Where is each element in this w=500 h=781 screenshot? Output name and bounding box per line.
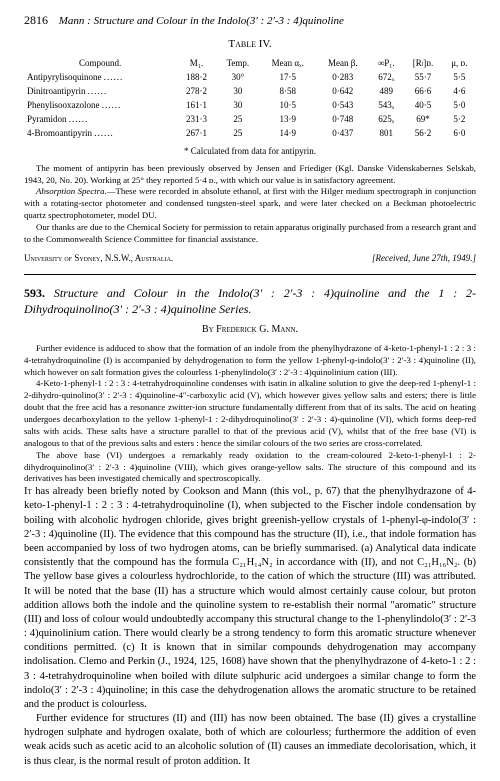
col-mu: μ, ᴅ. [443, 56, 476, 70]
table-cell: 4·6 [443, 84, 476, 98]
article-author: By Frederick G. Mann. [24, 323, 476, 337]
table-cell: 25 [217, 112, 260, 126]
table-cell: 30 [217, 84, 260, 98]
table-cell: 25 [217, 126, 260, 140]
col-p1: ∞P₁. [369, 56, 403, 70]
table-cell: 267·1 [176, 126, 216, 140]
table-cell: Dinitroantipyrin ...... [24, 84, 176, 98]
table-cell: 0·437 [316, 126, 369, 140]
running-title: Mann : Structure and Colour in the Indol… [59, 15, 344, 27]
absorption-title: Absorption Spectra. [36, 186, 107, 196]
data-table: Compound. M₁. Temp. Mean αₓ. Mean β. ∞P₁… [24, 56, 476, 141]
table-cell: 278·2 [176, 84, 216, 98]
table-row: Dinitroantipyrin ......278·2308·580·6424… [24, 84, 476, 98]
abstract-p3: The above base (VI) undergoes a remarkab… [24, 450, 476, 486]
table-cell: 0·283 [316, 70, 369, 84]
article-title-block: 593. Structure and Colour in the Indolo(… [24, 285, 476, 317]
body-p1-lead: It [24, 486, 32, 497]
table-cell: 5·5 [443, 70, 476, 84]
col-compound: Compound. [24, 56, 176, 70]
affiliation-place: University of Sydney, N.S.W., Australia. [24, 253, 173, 263]
table-cell: 14·9 [259, 126, 316, 140]
table-footnote: * Calculated from data for antipyrin. [24, 145, 476, 157]
table-cell: 17·5 [259, 70, 316, 84]
table-cell: 10·5 [259, 98, 316, 112]
col-beta: Mean β. [316, 56, 369, 70]
table-cell: 56·2 [403, 126, 442, 140]
table-cell: 231·3 [176, 112, 216, 126]
table-header-row: Compound. M₁. Temp. Mean αₓ. Mean β. ∞P₁… [24, 56, 476, 70]
affiliation-line: University of Sydney, N.S.W., Australia.… [24, 252, 476, 264]
col-rl: [Rₗ]ᴅ. [403, 56, 442, 70]
table-cell: 0·748 [316, 112, 369, 126]
table-cell: 4-Bromoantipyrin ...... [24, 126, 176, 140]
table-cell: 13·9 [259, 112, 316, 126]
abstract-p2: 4-Keto-1-phenyl-1 : 2 : 3 : 4-tetrahydro… [24, 378, 476, 449]
table-row: 4-Bromoantipyrin ......267·12514·90·4378… [24, 126, 476, 140]
table-cell: 625ₓ [369, 112, 403, 126]
abstract-p1: Further evidence is adduced to show that… [24, 343, 476, 379]
body-p2: Further evidence for structures (II) and… [24, 712, 476, 769]
table-cell: 0·543 [316, 98, 369, 112]
col-m1: M₁. [176, 56, 216, 70]
table-cell: 543ₓ [369, 98, 403, 112]
table-cell: 801 [369, 126, 403, 140]
col-temp: Temp. [217, 56, 260, 70]
page-number: 2816 [24, 13, 48, 27]
article-title-text: Structure and Colour in the Indolo(3′ : … [24, 286, 476, 316]
table-cell: 30 [217, 98, 260, 112]
body-p1-rest: has already been briefly noted by Cookso… [24, 486, 476, 710]
table-cell: 8·58 [259, 84, 316, 98]
table-cell: Antipyrylisoquinone ...... [24, 70, 176, 84]
table-cell: Phenylisooxazolone ...... [24, 98, 176, 112]
table-cell: 69* [403, 112, 442, 126]
table-cell: 5·0 [443, 98, 476, 112]
table-cell: 188·2 [176, 70, 216, 84]
table-row: Antipyrylisoquinone ......188·230°17·50·… [24, 70, 476, 84]
table-cell: 6·0 [443, 126, 476, 140]
absorption-note: Absorption Spectra.—These were recorded … [24, 186, 476, 222]
thanks-note: Our thanks are due to the Chemical Socie… [24, 222, 476, 246]
table-title: Table IV. [24, 37, 476, 52]
table-row: Phenylisooxazolone ......161·13010·50·54… [24, 98, 476, 112]
table-cell: Pyramidon ...... [24, 112, 176, 126]
table-cell: 489 [369, 84, 403, 98]
table-cell: 161·1 [176, 98, 216, 112]
col-alpha: Mean αₓ. [259, 56, 316, 70]
table-cell: 40·5 [403, 98, 442, 112]
running-header: 2816 Mann : Structure and Colour in the … [24, 12, 476, 29]
table-cell: 0·642 [316, 84, 369, 98]
article-number: 593. [24, 286, 45, 300]
table-cell: 672ₓ [369, 70, 403, 84]
table-cell: 66·6 [403, 84, 442, 98]
table-row: Pyramidon ......231·32513·90·748625ₓ69*5… [24, 112, 476, 126]
received-date: [Received, June 27th, 1949.] [372, 252, 476, 264]
table-cell: 30° [217, 70, 260, 84]
table-cell: 55·7 [403, 70, 442, 84]
moment-note: The moment of antipyrin has been previou… [24, 163, 476, 187]
body-p1: It has already been briefly noted by Coo… [24, 485, 476, 712]
table-cell: 5·2 [443, 112, 476, 126]
section-divider [24, 274, 476, 275]
